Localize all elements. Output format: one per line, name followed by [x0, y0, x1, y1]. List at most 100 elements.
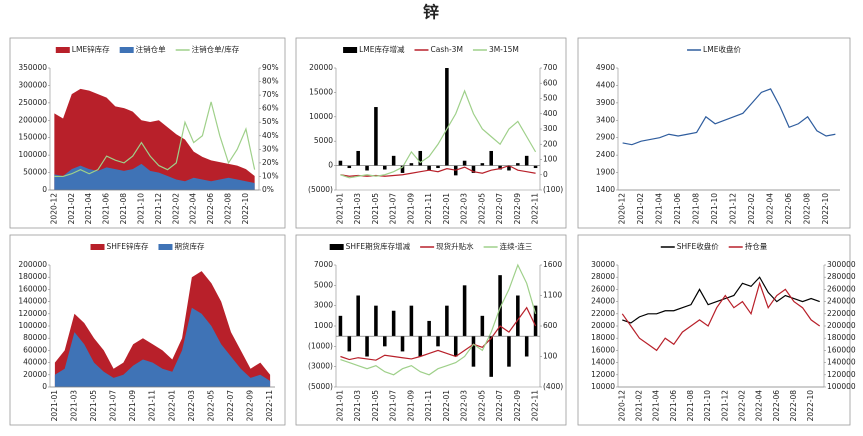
- y-tick-label: (5000): [308, 185, 333, 194]
- bar: [516, 295, 520, 337]
- x-tick-label: 2022-08: [803, 193, 812, 225]
- x-tick-label: 2021-04: [652, 390, 661, 422]
- y-tick-label: 100000: [18, 321, 47, 330]
- y2-tick-label: 200: [543, 139, 558, 148]
- bar: [489, 150, 493, 166]
- x-tick-label: 2021-10: [703, 390, 712, 422]
- y-tick-label: 1900: [596, 168, 615, 177]
- y-tick-label: 5000: [314, 136, 333, 145]
- y-tick-label: 80000: [23, 333, 47, 342]
- x-tick-label: 2022-06: [206, 193, 215, 225]
- x-tick-label: 2021-07: [109, 390, 118, 422]
- x-tick-label: 2021-03: [353, 193, 362, 225]
- y2-tick-label: 0: [543, 170, 548, 179]
- x-tick-label: 2021-09: [128, 390, 137, 422]
- x-tick-label: 2022-11: [265, 390, 274, 422]
- y-tick-label: 150000: [18, 133, 47, 142]
- x-tick-label: 2022-03: [460, 390, 469, 422]
- x-tick-label: 2022-04: [766, 193, 775, 225]
- y2-tick-label: 10%: [262, 171, 279, 180]
- bar: [347, 165, 352, 169]
- panel-frame: [577, 37, 851, 229]
- y-tick-label: 22000: [591, 309, 615, 318]
- y-tick-label: 40000: [23, 358, 47, 367]
- x-tick-label: 2021-10: [136, 193, 145, 225]
- bar: [391, 310, 396, 337]
- chart-panel: 10000 12000 14000 16000 18000 20000 22000 24000…: [577, 234, 856, 426]
- legend-label: LME收盘价: [703, 44, 741, 54]
- chart-panel: 0 50000 100000 150000 200000 250000 300000 3500…: [9, 37, 286, 229]
- legend-label: 3M-15M: [489, 45, 519, 54]
- y-tick-label: (5000): [308, 382, 333, 391]
- bar: [524, 336, 529, 357]
- legend-label: LME锌库存: [72, 44, 110, 54]
- x-tick-label: 2021-06: [673, 193, 682, 225]
- x-tick-label: 2022-03: [460, 193, 469, 225]
- y-tick-label: (1000): [308, 341, 333, 350]
- x-tick-label: 2020-12: [617, 390, 626, 422]
- x-tick-label: 2021-12: [154, 193, 163, 225]
- x-tick-label: 2022-01: [167, 390, 176, 422]
- bar: [471, 165, 476, 173]
- x-tick-label: 2022-10: [821, 193, 830, 225]
- y2-tick-label: (400): [543, 382, 563, 391]
- legend-label: SHFE锌库存: [107, 241, 149, 251]
- y2-tick-label: 50%: [262, 117, 279, 126]
- line: [340, 263, 537, 376]
- y2-tick-label: 1600: [543, 260, 562, 269]
- y2-tick-label: 400: [543, 109, 558, 118]
- y2-tick-label: 100: [543, 155, 558, 164]
- legend: SHFE收盘价 持仓量: [660, 241, 768, 251]
- x-tick-label: 2022-05: [477, 193, 486, 225]
- x-tick-label: 2021-02: [67, 193, 76, 225]
- bar: [480, 315, 485, 337]
- bar: [471, 336, 476, 367]
- plot-area: [54, 271, 271, 387]
- y2-tick-label: 600: [543, 321, 558, 330]
- y-tick-label: 250000: [18, 98, 47, 107]
- x-tick-label: 2022-04: [755, 390, 764, 422]
- y-tick-label: 3900: [596, 98, 615, 107]
- y-tick-label: 18000: [591, 333, 615, 342]
- bar: [436, 165, 440, 169]
- x-tick-label: 2021-09: [406, 193, 415, 225]
- bar: [445, 68, 449, 166]
- y-tick-label: 0: [42, 185, 47, 194]
- x-tick-label: 2021-11: [148, 390, 157, 422]
- x-tick-label: 2022-08: [789, 390, 798, 422]
- x-tick-label: 2021-08: [119, 193, 128, 225]
- bar: [436, 336, 440, 347]
- y2-tick-label: 160000: [827, 345, 856, 354]
- bar: [418, 150, 423, 166]
- legend-swatch: [90, 244, 105, 250]
- x-tick-label: 2021-08: [686, 390, 695, 422]
- chart-panel: 0 20000 40000 60000 80000 100000 120000 140000 1…: [9, 234, 286, 426]
- x-tick-label: 2022-09: [513, 193, 522, 225]
- x-tick-label: 2021-07: [389, 193, 398, 225]
- legend-label: 连续-连三: [500, 241, 533, 251]
- x-tick-label: 2021-06: [102, 193, 111, 225]
- y-tick-label: 12000: [591, 370, 615, 379]
- y-tick-label: 26000: [591, 284, 615, 293]
- legend-label: 现货升贴水: [436, 241, 474, 251]
- bar: [400, 165, 405, 173]
- y-tick-label: 200000: [18, 260, 47, 269]
- bar: [524, 155, 529, 166]
- y-tick-label: 60000: [23, 345, 47, 354]
- y2-tick-label: 120000: [827, 370, 856, 379]
- chart-panel: (5000) 0 5000 10000 15000 20000 (100) 0 100 200 30…: [295, 37, 567, 229]
- x-tick-label: 2021-04: [655, 193, 664, 225]
- bar: [383, 165, 387, 170]
- y-tick-label: 120000: [18, 309, 47, 318]
- y-tick-label: 350000: [18, 63, 47, 72]
- x-tick-label: 2021-03: [69, 390, 78, 422]
- y-tick-label: 300000: [18, 80, 47, 89]
- y-tick-label: 10000: [309, 112, 333, 121]
- y-tick-label: 1400: [596, 185, 615, 194]
- y-tick-label: 50000: [23, 168, 47, 177]
- x-tick-label: 2020-12: [618, 193, 627, 225]
- y-tick-label: 4400: [596, 80, 615, 89]
- x-tick-label: 2021-05: [371, 193, 380, 225]
- chart-panel: 1400 1900 2400 2900 3400 3900 4400 4900 2020-12 2…: [577, 37, 851, 229]
